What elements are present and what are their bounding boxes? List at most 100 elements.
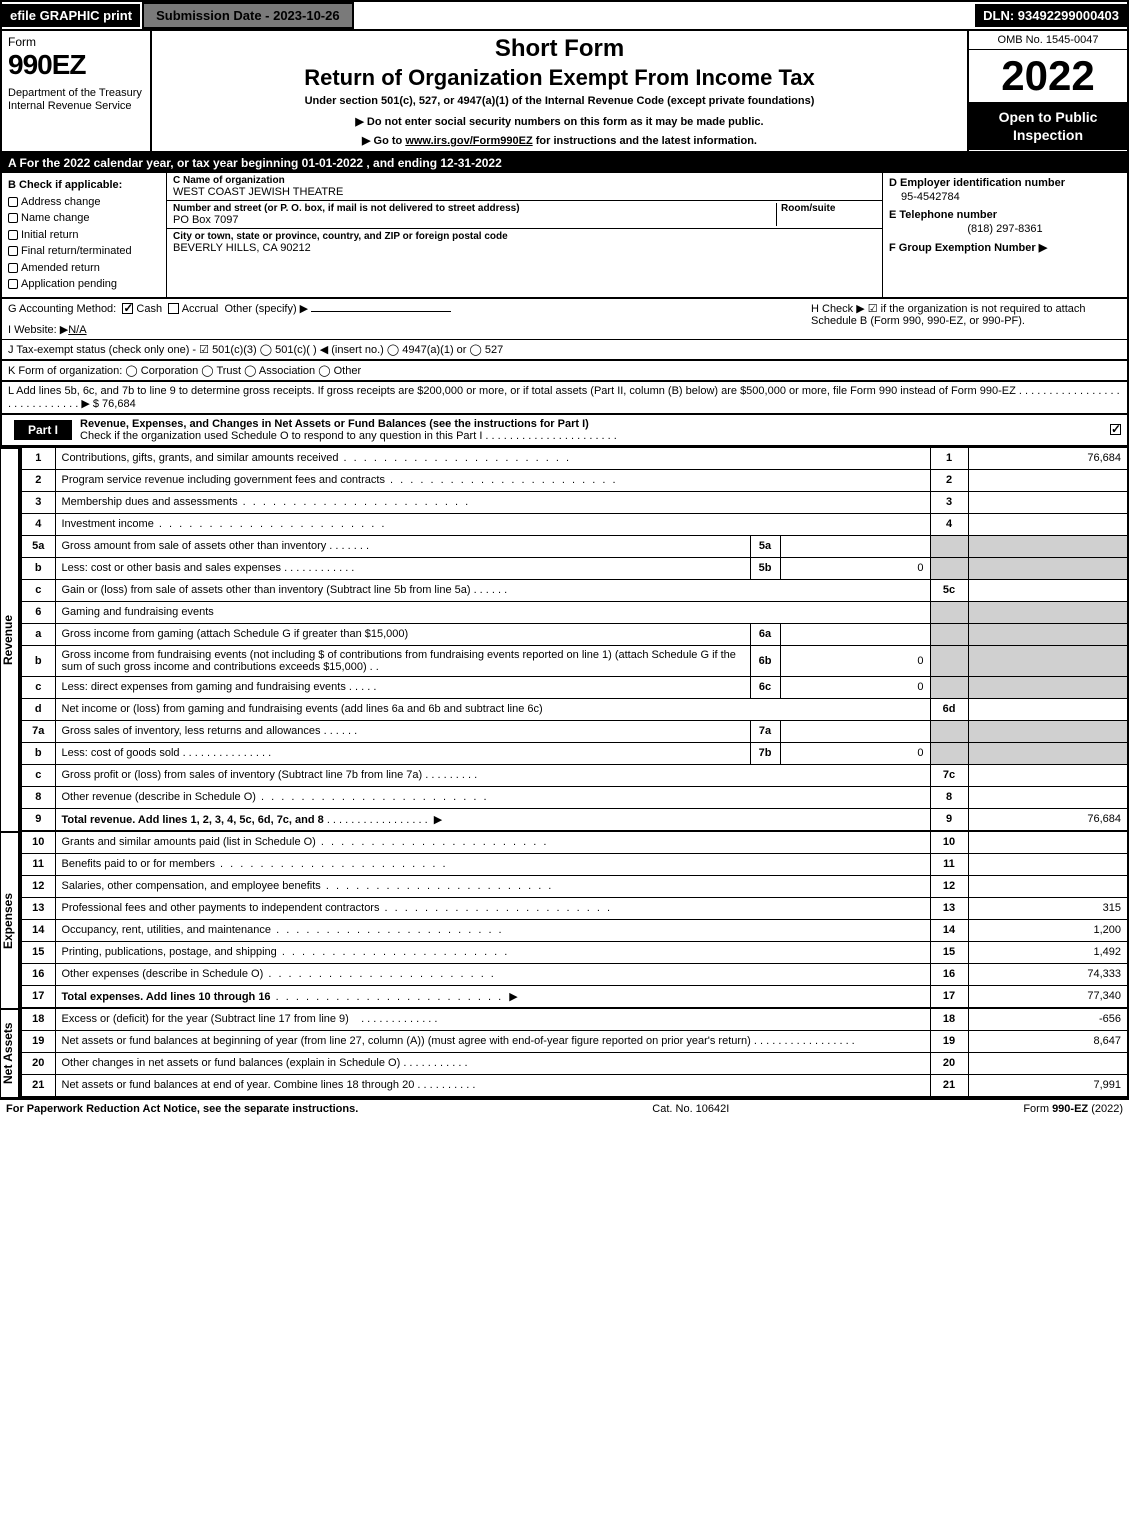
table-row: 13Professional fees and other payments t… (21, 897, 1128, 919)
irs-link[interactable]: www.irs.gov/Form990EZ (405, 135, 532, 147)
table-row: 4Investment income4 (21, 513, 1128, 535)
table-row: 20Other changes in net assets or fund ba… (21, 1052, 1128, 1074)
table-row: cLess: direct expenses from gaming and f… (21, 676, 1128, 698)
table-row: bGross income from fundraising events (n… (21, 645, 1128, 676)
i-label: I Website: ▶ (8, 324, 68, 336)
header-right: OMB No. 1545-0047 2022 Open to Public In… (967, 31, 1127, 151)
row-k: K Form of organization: ◯ Corporation ◯ … (0, 361, 1129, 382)
efile-label[interactable]: efile GRAPHIC print (2, 4, 140, 27)
info-block: B Check if applicable: Address change Na… (0, 173, 1129, 299)
cash-lbl: Cash (136, 303, 162, 315)
c-street-lbl: Number and street (or P. O. box, if mail… (173, 203, 776, 214)
footer-left: For Paperwork Reduction Act Notice, see … (6, 1103, 358, 1115)
netassets-table: 18Excess or (deficit) for the year (Subt… (20, 1008, 1129, 1097)
short-form-title: Short Form (160, 35, 959, 63)
under-section: Under section 501(c), 527, or 4947(a)(1)… (160, 95, 959, 107)
tel-lbl: E Telephone number (889, 209, 1121, 221)
org-city: BEVERLY HILLS, CA 90212 (173, 242, 876, 254)
tel-value: (818) 297-8361 (889, 221, 1121, 241)
netassets-block: Net Assets 18Excess or (deficit) for the… (0, 1008, 1129, 1099)
g-label: G Accounting Method: (8, 303, 116, 315)
row-gh: G Accounting Method: Cash Accrual Other … (0, 299, 1129, 340)
part1-bar: Part I Revenue, Expenses, and Changes in… (0, 415, 1129, 447)
accrual-checkbox[interactable] (168, 303, 179, 314)
ein-lbl: D Employer identification number (889, 177, 1121, 189)
go-post: for instructions and the latest informat… (533, 135, 757, 147)
table-row: cGain or (loss) from sale of assets othe… (21, 579, 1128, 601)
submission-date: Submission Date - 2023-10-26 (142, 2, 354, 29)
org-name: WEST COAST JEWISH THEATRE (173, 186, 876, 198)
go-pre: ▶ Go to (362, 135, 405, 147)
header-mid: Short Form Return of Organization Exempt… (152, 31, 967, 151)
row-a: A For the 2022 calendar year, or tax yea… (0, 153, 1129, 173)
return-title: Return of Organization Exempt From Incom… (160, 65, 959, 91)
revenue-block: Revenue 1Contributions, gifts, grants, a… (0, 447, 1129, 831)
table-row: 16Other expenses (describe in Schedule O… (21, 963, 1128, 985)
top-bar: efile GRAPHIC print Submission Date - 20… (0, 0, 1129, 31)
section-b: B Check if applicable: Address change Na… (2, 173, 167, 297)
c-name-lbl: C Name of organization (173, 175, 876, 186)
b-opt-4[interactable]: Amended return (8, 260, 160, 277)
other-lbl: Other (specify) ▶ (225, 303, 309, 315)
section-d: D Employer identification number 95-4542… (882, 173, 1127, 297)
b-opt-2[interactable]: Initial return (8, 227, 160, 244)
table-row: 21Net assets or fund balances at end of … (21, 1074, 1128, 1096)
table-row: 18Excess or (deficit) for the year (Subt… (21, 1008, 1128, 1030)
expenses-block: Expenses 10Grants and similar amounts pa… (0, 831, 1129, 1008)
go-to-line: ▶ Go to www.irs.gov/Form990EZ for instru… (160, 134, 959, 147)
cash-checkbox[interactable] (122, 303, 133, 314)
table-row: 11Benefits paid to or for members11 (21, 853, 1128, 875)
b-label: B Check if applicable: (8, 177, 160, 194)
table-row: 3Membership dues and assessments3 (21, 491, 1128, 513)
table-row: 5aGross amount from sale of assets other… (21, 535, 1128, 557)
b-opt-1[interactable]: Name change (8, 210, 160, 227)
revenue-table: 1Contributions, gifts, grants, and simil… (20, 447, 1129, 831)
page-footer: For Paperwork Reduction Act Notice, see … (0, 1099, 1129, 1118)
row-l: L Add lines 5b, 6c, and 7b to line 9 to … (0, 382, 1129, 415)
revenue-side: Revenue (0, 447, 20, 831)
dept-label: Department of the Treasury Internal Reve… (8, 87, 144, 113)
grp-lbl: F Group Exemption Number ▶ (889, 241, 1121, 254)
expenses-table: 10Grants and similar amounts paid (list … (20, 831, 1129, 1008)
table-row: bLess: cost or other basis and sales exp… (21, 557, 1128, 579)
b-opt-3[interactable]: Final return/terminated (8, 243, 160, 260)
omb-number: OMB No. 1545-0047 (969, 31, 1127, 50)
form-header: Form 990EZ Department of the Treasury In… (0, 31, 1129, 153)
table-row: 17Total expenses. Add lines 10 through 1… (21, 985, 1128, 1007)
tax-year: 2022 (969, 50, 1127, 102)
netassets-side: Net Assets (0, 1008, 20, 1097)
table-row: cGross profit or (loss) from sales of in… (21, 764, 1128, 786)
form-word: Form (8, 35, 144, 49)
table-row: 8Other revenue (describe in Schedule O)8 (21, 786, 1128, 808)
table-row: 7aGross sales of inventory, less returns… (21, 720, 1128, 742)
room-lbl: Room/suite (781, 203, 876, 214)
form-code: 990EZ (8, 49, 144, 81)
part1-tag: Part I (14, 420, 72, 440)
table-row: 1Contributions, gifts, grants, and simil… (21, 447, 1128, 469)
table-row: 9Total revenue. Add lines 1, 2, 3, 4, 5c… (21, 808, 1128, 830)
b-opt-5[interactable]: Application pending (8, 276, 160, 293)
table-row: 10Grants and similar amounts paid (list … (21, 831, 1128, 853)
accrual-lbl: Accrual (182, 303, 219, 315)
part1-check[interactable] (1110, 424, 1127, 436)
org-street: PO Box 7097 (173, 214, 776, 226)
footer-right: Form 990-EZ (2022) (1023, 1103, 1123, 1115)
expenses-side: Expenses (0, 831, 20, 1008)
open-inspection: Open to Public Inspection (969, 102, 1127, 150)
section-h: H Check ▶ ☑ if the organization is not r… (811, 302, 1121, 336)
website-value: N/A (68, 324, 86, 336)
table-row: aGross income from gaming (attach Schedu… (21, 623, 1128, 645)
section-g: G Accounting Method: Cash Accrual Other … (8, 302, 811, 336)
table-row: 12Salaries, other compensation, and empl… (21, 875, 1128, 897)
table-row: 2Program service revenue including gover… (21, 469, 1128, 491)
table-row: dNet income or (loss) from gaming and fu… (21, 698, 1128, 720)
ein-value: 95-4542784 (889, 189, 1121, 209)
footer-cat: Cat. No. 10642I (652, 1103, 729, 1115)
part1-title: Revenue, Expenses, and Changes in Net As… (72, 415, 1110, 445)
table-row: bLess: cost of goods sold . . . . . . . … (21, 742, 1128, 764)
header-left: Form 990EZ Department of the Treasury In… (2, 31, 152, 151)
table-row: 15Printing, publications, postage, and s… (21, 941, 1128, 963)
b-opt-0[interactable]: Address change (8, 194, 160, 211)
c-city-lbl: City or town, state or province, country… (173, 231, 876, 242)
row-j: J Tax-exempt status (check only one) - ☑… (0, 340, 1129, 361)
